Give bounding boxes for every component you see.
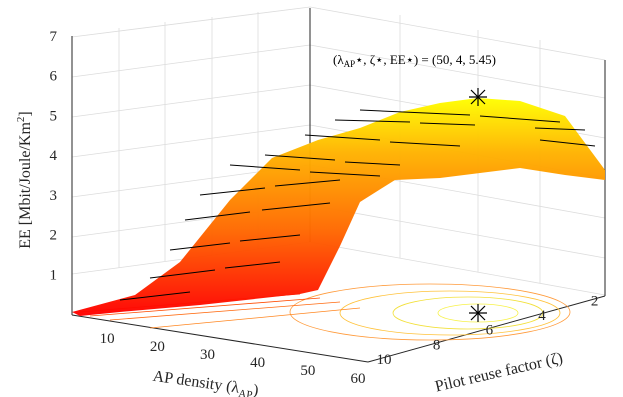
contour-line [359,109,561,123]
contour-line [199,179,341,196]
optimum-annotation: (λAP⋆, ζ⋆, EE⋆) = (50, 4, 5.45) [333,52,496,69]
z-tick-label: 6 [50,69,58,85]
optimum-floor-marker [469,304,487,322]
x-tick-labels: 10 20 30 40 50 60 [100,331,366,387]
contour-line [229,164,381,177]
contour-line [119,291,191,301]
z-axis-label: EE [Mbit/Joule/Km2] [15,111,34,248]
z-tick-label: 3 [50,188,58,204]
y-tick-labels: 10 8 6 4 2 [377,293,599,368]
surface [72,98,605,316]
z-tick-label: 5 [50,108,58,124]
y-tick-label: 6 [486,323,494,339]
contour-line [89,297,321,317]
contour-line [264,154,401,166]
z-tick-label: 4 [50,148,58,164]
x-tick-label: 50 [300,363,315,379]
contour-line [304,134,461,147]
x-tick-label: 20 [150,339,165,355]
z-tick-label: 1 [50,267,58,283]
y-tick-label: 10 [377,352,392,368]
y-tick-label: 2 [591,293,599,309]
x-tick-label: 10 [100,331,115,347]
contour-line [334,119,476,126]
contour-line [149,261,281,279]
z-tick-labels: 1 2 3 4 5 6 7 [50,29,58,283]
contour-line [339,290,561,336]
contour-line [289,283,571,341]
x-axis-label: AP density (λAP) [151,368,259,397]
y-tick-label: 4 [538,308,546,324]
z-tick-label: 7 [50,29,58,45]
contour-line [539,139,596,147]
contour-line [184,202,331,221]
contour-line [534,127,586,131]
z-tick-label: 2 [50,228,58,244]
x-tick-label: 30 [200,347,215,363]
optimum-marker [469,88,487,106]
y-axis-label: Pilot reuse factor (ζ) [433,350,564,396]
contour-line [149,307,361,329]
surface-contours [119,109,596,301]
y-tick-label: 8 [433,337,441,353]
x-tick-label: 40 [250,355,265,371]
x-tick-label: 60 [351,371,366,387]
contour-line [109,301,341,321]
contour-line [392,296,544,330]
contour-line [169,234,301,251]
